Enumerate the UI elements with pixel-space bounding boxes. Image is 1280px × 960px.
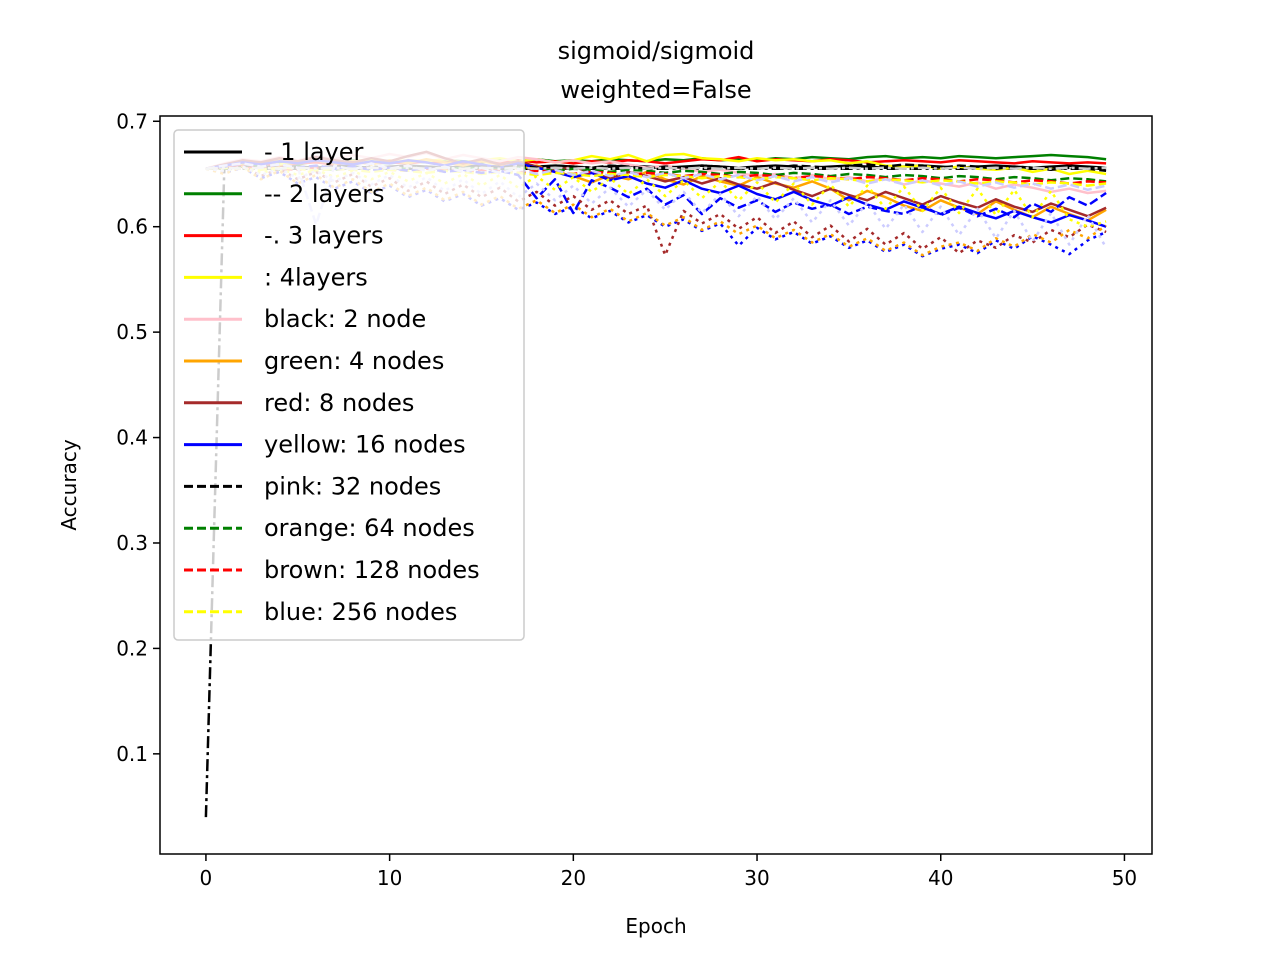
x-axis: 0 10 20 30 40 50 (200, 854, 1137, 890)
plot-frame (159, 115, 1153, 855)
legend-label: pink: 32 nodes (264, 472, 441, 500)
y-tick-label: 0.1 (116, 742, 148, 766)
legend-label: - 1 layer (264, 138, 364, 166)
legend-label: black: 2 node (264, 305, 426, 333)
series-line-15 (205, 166, 1107, 258)
x-tick-label: 20 (561, 866, 586, 890)
legend-label: red: 8 nodes (264, 389, 414, 417)
y-tick-label: 0.6 (116, 215, 148, 239)
legend-label: brown: 128 nodes (264, 556, 480, 584)
y-tick-label: 0.5 (116, 320, 148, 344)
legend-label: yellow: 16 nodes (264, 431, 466, 459)
legend: - 1 layer -- 2 layers -. 3 layers : 4layers… (173, 129, 525, 641)
legend-label: orange: 64 nodes (264, 514, 475, 542)
series-line-18 (205, 165, 1108, 249)
x-tick-label: 30 (744, 866, 769, 890)
x-axis-label: Epoch (625, 914, 686, 938)
x-tick-label: 40 (928, 866, 953, 890)
chart-subtitle: weighted=False (560, 76, 751, 104)
x-tick-label: 10 (377, 866, 402, 890)
y-tick-label: 0.4 (116, 426, 148, 450)
legend-label: : 4layers (264, 263, 368, 291)
legend-label: green: 4 nodes (264, 347, 444, 375)
series-line-16 (205, 165, 1107, 257)
y-axis-label: Accuracy (57, 439, 81, 530)
chart-title: sigmoid/sigmoid (558, 37, 755, 65)
x-tick-label: 0 (200, 866, 213, 890)
y-tick-label: 0.3 (116, 531, 148, 555)
legend-label: -- 2 layers (264, 180, 385, 208)
legend-box (173, 129, 525, 641)
legend-label: -. 3 layers (264, 222, 384, 250)
x-tick-label: 50 (1112, 866, 1137, 890)
y-tick-label: 0.7 (116, 109, 148, 133)
legend-label: blue: 256 nodes (264, 598, 457, 626)
y-axis: 0.1 0.2 0.3 0.4 0.5 0.6 0.7 (116, 109, 160, 766)
y-tick-label: 0.2 (116, 636, 148, 660)
